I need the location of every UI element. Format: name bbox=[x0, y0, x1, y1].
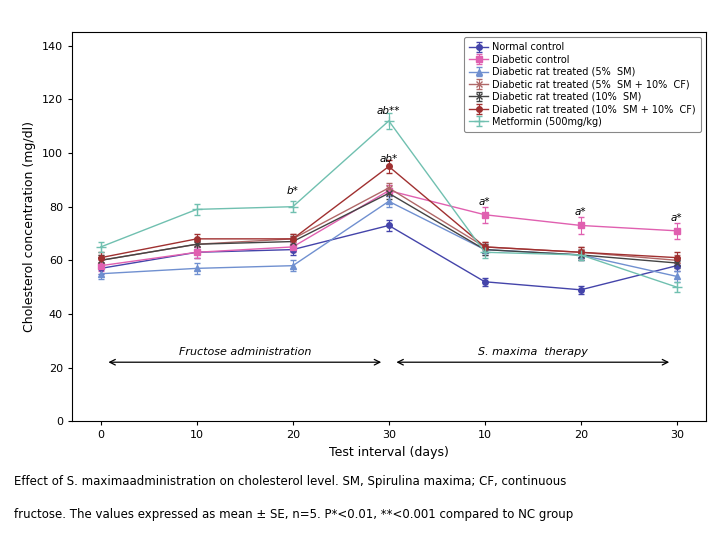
Text: b*: b* bbox=[287, 186, 299, 196]
Text: fructose. The values expressed as mean ± SE, n=5. P*<0.01, **<0.001 compared to : fructose. The values expressed as mean ±… bbox=[14, 508, 574, 521]
Text: ab*: ab* bbox=[379, 154, 398, 164]
Text: a*: a* bbox=[479, 197, 490, 207]
Legend: Normal control, Diabetic control, Diabetic rat treated (5%  SM), Diabetic rat tr: Normal control, Diabetic control, Diabet… bbox=[464, 37, 701, 132]
Text: Effect of S. maximaadministration on cholesterol level. SM, Spirulina maxima; CF: Effect of S. maximaadministration on cho… bbox=[14, 475, 567, 488]
Text: ab**: ab** bbox=[377, 105, 400, 116]
Text: a*: a* bbox=[671, 213, 683, 223]
Y-axis label: Cholesterol concentration (mg/dl): Cholesterol concentration (mg/dl) bbox=[23, 122, 36, 332]
X-axis label: Test interval (days): Test interval (days) bbox=[329, 446, 449, 459]
Text: a*: a* bbox=[575, 207, 587, 218]
Text: S. maxima  therapy: S. maxima therapy bbox=[478, 347, 588, 357]
Text: Fructose administration: Fructose administration bbox=[179, 347, 311, 357]
